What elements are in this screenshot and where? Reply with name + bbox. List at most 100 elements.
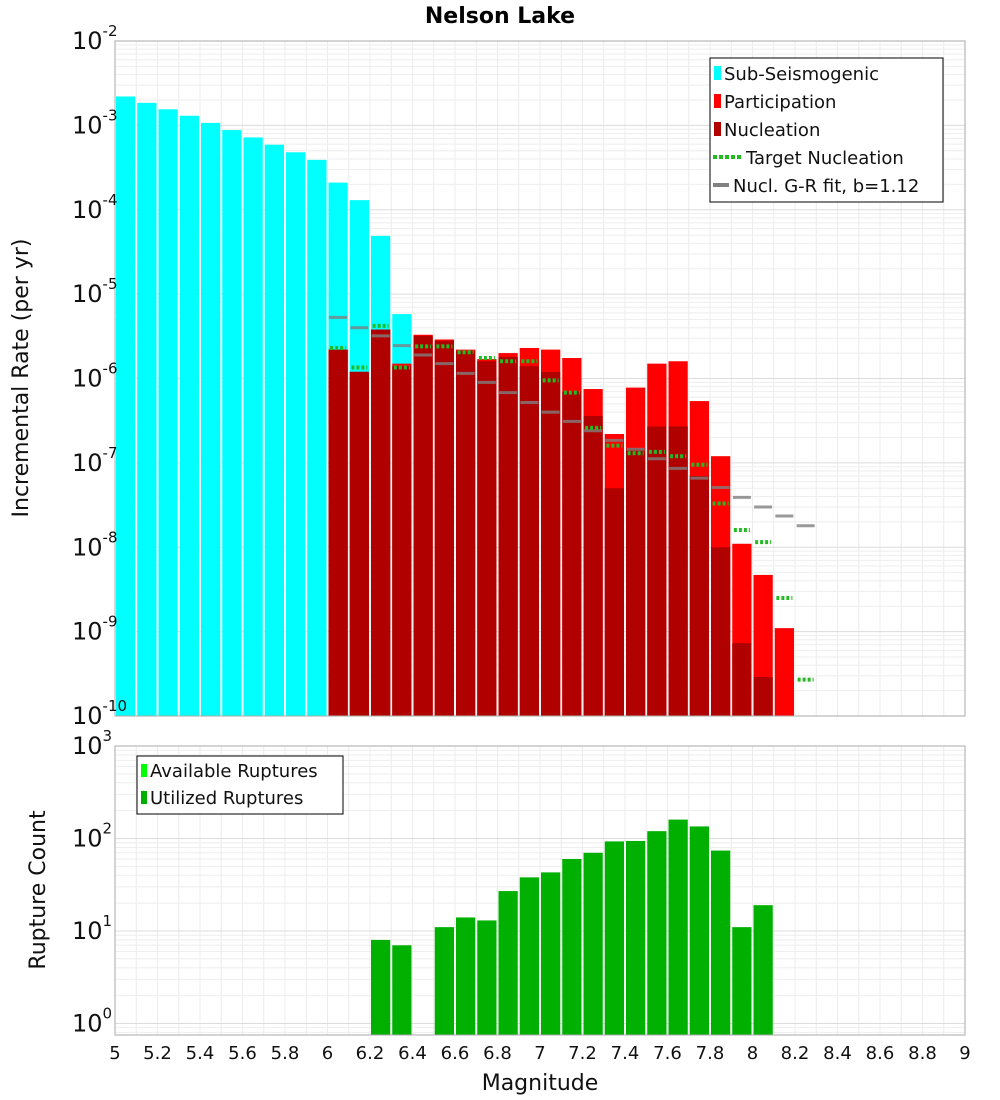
bottom-y-tick-label: 102 — [72, 819, 112, 852]
top-plot-frame — [114, 40, 966, 717]
utilized-ruptures-bar — [519, 877, 539, 1035]
top-y-tick-label: 10-6 — [72, 360, 118, 393]
utilized-ruptures-bar — [434, 927, 454, 1035]
nucleation-bar — [434, 340, 454, 716]
x-tick-label: 5.2 — [143, 1043, 172, 1064]
nucleation-bar — [519, 366, 539, 716]
nucleation-bar — [371, 329, 391, 716]
legend-label-utilized-ruptures: Utilized Ruptures — [150, 788, 303, 809]
nucleation-bar — [583, 415, 603, 716]
top-y-tick-label: 10-3 — [72, 106, 118, 139]
nucleation-bar — [732, 643, 752, 716]
utilized-ruptures-bar — [689, 826, 709, 1035]
utilized-ruptures-bar — [732, 927, 752, 1035]
utilized-ruptures-bar — [371, 939, 391, 1035]
x-tick-label: 7.2 — [568, 1043, 597, 1064]
x-tick-label: 9 — [959, 1043, 970, 1064]
nucleation-bar — [392, 366, 412, 716]
sub-seismogenic-bar — [137, 102, 157, 716]
x-tick-label: 8.2 — [781, 1043, 810, 1064]
utilized-ruptures-bar — [647, 831, 667, 1035]
nucleation-bar — [456, 351, 476, 716]
utilized-ruptures-bar — [456, 917, 476, 1035]
x-tick-label: 6.8 — [483, 1043, 512, 1064]
bottom-legend-box — [136, 755, 344, 815]
sub-seismogenic-bar — [116, 96, 136, 716]
top-y-tick-label: 10-5 — [72, 275, 118, 308]
bottom-y-axis-title: Rupture Count — [26, 810, 51, 970]
nucleation-bar — [626, 448, 646, 716]
x-tick-label: 7.6 — [653, 1043, 682, 1064]
participation-bar — [774, 628, 794, 716]
utilized-ruptures-bar — [498, 891, 518, 1035]
nucleation-bar — [647, 426, 667, 716]
sub-seismogenic-bar — [201, 122, 221, 716]
top-y-tick-label: 10-10 — [72, 697, 127, 730]
nucleation-bar — [413, 335, 433, 716]
x-tick-label: 5.6 — [228, 1043, 257, 1064]
utilized-ruptures-bar — [668, 819, 688, 1035]
nucleation-bar — [604, 488, 624, 716]
sub-seismogenic-bar — [158, 109, 178, 716]
utilized-ruptures-bar — [541, 872, 561, 1035]
sub-seismogenic-bar — [286, 152, 306, 716]
utilized-ruptures-bar — [753, 905, 773, 1035]
top-y-tick-label: 10-4 — [72, 191, 118, 224]
nucleation-bar — [349, 371, 369, 716]
top-bars — [116, 96, 794, 717]
top-y-tick-label: 10-7 — [72, 444, 118, 477]
bottom-legend: Available Ruptures Utilized Ruptures — [136, 755, 344, 815]
legend-swatch-utilized-ruptures — [141, 791, 147, 804]
x-tick-label: 5.8 — [271, 1043, 300, 1064]
bottom-y-tick-label: 103 — [72, 727, 112, 760]
utilized-ruptures-bar — [392, 945, 412, 1035]
x-tick-label: 7.4 — [611, 1043, 640, 1064]
nucleation-bar — [753, 676, 773, 716]
legend-swatch-nucleation — [714, 122, 721, 136]
bottom-y-tick-label: 100 — [72, 1004, 112, 1037]
bottom-y-tick-labels: 103 102 101 100 — [72, 727, 112, 1037]
nucleation-bar — [689, 475, 709, 716]
utilized-ruptures-bar — [604, 841, 624, 1035]
legend-label-sub-seismogenic: Sub-Seismogenic — [724, 64, 879, 85]
nucleation-bar — [711, 547, 731, 716]
nucleation-bar — [668, 426, 688, 716]
x-tick-label: 7.8 — [696, 1043, 725, 1064]
x-tick-label: 6.2 — [356, 1043, 385, 1064]
top-panel: 10-2 10-3 10-4 10-5 10-6 10-7 10-8 10-9 10-10 In… — [9, 22, 966, 730]
top-line-marks — [329, 315, 815, 682]
sub-seismogenic-bar — [307, 159, 327, 717]
x-tick-label: 8.8 — [908, 1043, 937, 1064]
top-y-tick-label: 10-8 — [72, 528, 118, 561]
nucleation-bar — [498, 356, 518, 716]
nucleation-bar — [541, 371, 561, 716]
top-legend: Sub-Seismogenic Participation Nucleation… — [709, 57, 944, 203]
top-legend-box — [709, 57, 944, 203]
legend-label-nucleation: Nucleation — [724, 120, 820, 141]
legend-label-available-ruptures: Available Ruptures — [150, 761, 318, 782]
x-tick-label: 5 — [109, 1043, 120, 1064]
chart-title: Nelson Lake — [425, 4, 575, 29]
x-tick-label: 6 — [322, 1043, 333, 1064]
x-tick-label: 6.4 — [398, 1043, 427, 1064]
x-tick-label: 8.4 — [823, 1043, 852, 1064]
sub-seismogenic-bar — [179, 115, 199, 716]
x-axis-title: Magnitude — [482, 1071, 599, 1096]
legend-label-gr-fit: Nucl. G-R fit, b=1.12 — [733, 176, 919, 197]
top-y-tick-labels: 10-2 10-3 10-4 10-5 10-6 10-7 10-8 10-9 10-10 — [72, 22, 127, 730]
nucleation-bar — [562, 391, 582, 716]
top-y-axis-title: Incremental Rate (per yr) — [9, 239, 34, 518]
sub-seismogenic-bar — [222, 130, 242, 717]
legend-swatch-sub-seismogenic — [714, 66, 721, 80]
x-tick-label: 5.4 — [186, 1043, 215, 1064]
utilized-ruptures-bar — [711, 850, 731, 1035]
top-y-tick-label: 10-9 — [72, 613, 118, 646]
top-y-tick-label: 10-2 — [72, 22, 118, 55]
bottom-y-tick-label: 101 — [72, 912, 112, 945]
legend-swatch-participation — [714, 94, 721, 108]
x-tick-label: 8 — [747, 1043, 758, 1064]
utilized-ruptures-bar — [626, 840, 646, 1035]
utilized-ruptures-bar — [583, 852, 603, 1035]
legend-swatch-available-ruptures — [141, 764, 147, 777]
